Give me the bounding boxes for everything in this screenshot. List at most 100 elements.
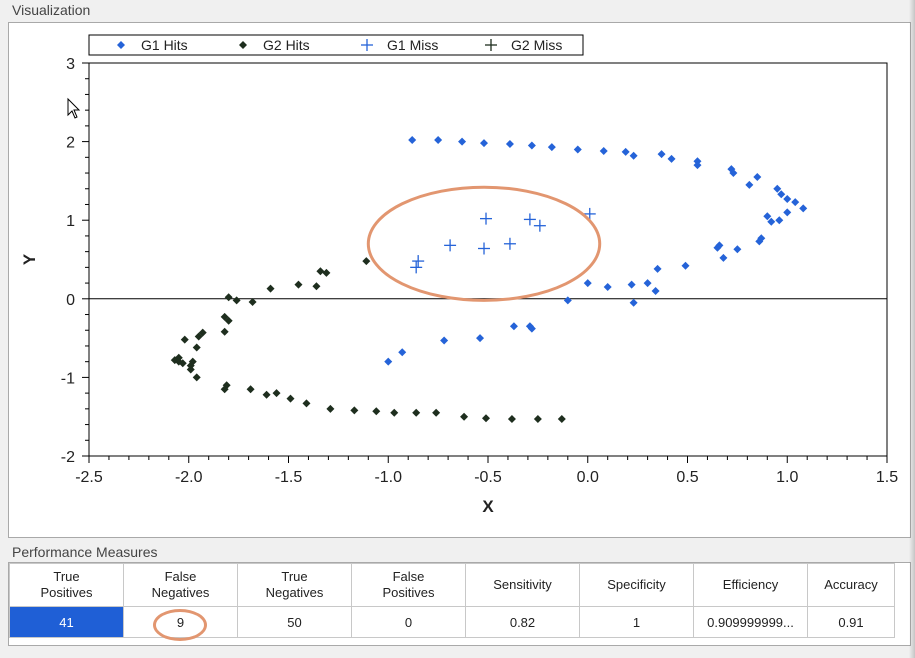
- cell-true-positives[interactable]: 41: [9, 606, 124, 638]
- g1-miss-point: [503, 237, 516, 250]
- g1-miss-point: [583, 207, 596, 220]
- cell-efficiency[interactable]: 0.909999999...: [693, 606, 808, 638]
- y-tick-label: 0: [66, 292, 75, 309]
- g2-hits-point: [432, 408, 441, 417]
- performance-grid-panel: True Positives False Negatives True Negativ…: [8, 562, 911, 646]
- performance-group-title: Performance Measures: [12, 544, 158, 560]
- g1-hits-point: [733, 245, 742, 254]
- g2-hits-point: [533, 415, 542, 424]
- g1-hits-point: [629, 298, 638, 307]
- g2-hits-point: [507, 415, 516, 424]
- g1-hits-point: [693, 161, 702, 170]
- g2-hits-point: [224, 293, 233, 302]
- g2-hits-point: [232, 296, 241, 305]
- y-tick-label: 1: [66, 213, 75, 230]
- g2-hits-point: [220, 385, 229, 394]
- g1-hits-point: [527, 141, 536, 150]
- g1-miss-point: [410, 261, 423, 274]
- y-axis-label: Y: [20, 253, 39, 265]
- g2-hits-point: [246, 385, 255, 394]
- g2-hits-point: [460, 412, 469, 421]
- cell-sensitivity[interactable]: 0.82: [465, 606, 580, 638]
- g1-miss-point: [444, 239, 457, 252]
- g2-hits-point: [372, 407, 381, 416]
- g2-hits-point: [266, 284, 275, 293]
- g2-hits-point: [316, 267, 325, 276]
- header-true-negatives[interactable]: True Negatives: [237, 563, 352, 607]
- g1-hits-point: [599, 147, 608, 156]
- g1-miss-point: [478, 242, 491, 255]
- legend-label: G2 Hits: [263, 37, 310, 53]
- legend-g1-hits-marker: [117, 41, 125, 49]
- header-sensitivity[interactable]: Sensitivity: [465, 563, 580, 607]
- legend-g2-miss-marker: [485, 39, 497, 51]
- g2-hits-point: [482, 414, 491, 423]
- g2-hits-point: [220, 327, 229, 336]
- g2-hits-point: [224, 316, 233, 325]
- g1-hits-point: [583, 279, 592, 288]
- g1-hits-point: [777, 190, 786, 199]
- g1-hits-point: [384, 357, 393, 366]
- header-specificity[interactable]: Specificity: [579, 563, 694, 607]
- g2-hits-point: [248, 297, 257, 306]
- grid-header-row: True Positives False Negatives True Negativ…: [9, 563, 895, 607]
- g1-miss-point: [412, 255, 425, 268]
- legend-g2-hits-marker: [239, 41, 247, 49]
- g1-hits-point: [525, 322, 534, 331]
- y-tick-label: 2: [66, 135, 75, 152]
- g1-hits-point: [398, 348, 407, 357]
- legend-box: [88, 34, 584, 56]
- header-false-positives[interactable]: False Positives: [351, 563, 466, 607]
- g1-hits-point: [651, 286, 660, 295]
- g1-hits-point: [791, 198, 800, 207]
- g1-hits-point: [745, 180, 754, 189]
- g1-hits-point: [408, 136, 417, 145]
- g1-hits-point: [657, 150, 666, 159]
- cell-false-negatives[interactable]: 9: [123, 606, 238, 638]
- x-tick-label: -0.5: [474, 469, 502, 486]
- visualization-panel: -2.5 -2.0 -1.5 -1.0 -0.5 0.0 0.5 1.0 1.5 3 2 1 0 -1 -2…: [8, 22, 911, 538]
- cell-true-negatives[interactable]: 50: [237, 606, 352, 638]
- misses-highlight-ellipse: [366, 185, 602, 302]
- g1-hits-point: [799, 204, 808, 213]
- g1-hits-point: [440, 336, 449, 345]
- g2-hits-point: [302, 399, 311, 408]
- header-efficiency[interactable]: Efficiency: [693, 563, 808, 607]
- g2-hits-point: [362, 257, 371, 266]
- g1-hits-point: [783, 208, 792, 217]
- g2-hits-point: [326, 404, 335, 413]
- y-tick-label: -2: [61, 449, 75, 466]
- header-accuracy[interactable]: Accuracy: [807, 563, 895, 607]
- plot-frame: [88, 62, 888, 457]
- g2-hits-point: [350, 406, 359, 415]
- g1-hits-point: [753, 172, 762, 181]
- g1-hits-point: [719, 253, 728, 262]
- g1-hits-point: [757, 234, 766, 243]
- header-true-positives[interactable]: True Positives: [9, 563, 124, 607]
- window-shadow-edge: [909, 0, 915, 658]
- g2-hits-point: [322, 268, 331, 277]
- g2-hits-point: [194, 332, 203, 341]
- legend-label: G2 Miss: [511, 37, 562, 53]
- grid-data-row[interactable]: 41 9 50 0 0.82 1 0.909999999... 0.91: [9, 606, 895, 638]
- g1-hits-point: [629, 151, 638, 160]
- g1-hits-point: [729, 169, 738, 178]
- g1-hits-point: [563, 296, 572, 305]
- header-false-negatives[interactable]: False Negatives: [123, 563, 238, 607]
- x-tick-label: 0.0: [577, 469, 599, 486]
- g1-hits-point: [627, 280, 636, 289]
- g1-hits-point: [773, 184, 782, 193]
- g1-hits-point: [775, 216, 784, 225]
- y-tick-label: 3: [66, 56, 75, 73]
- g1-hits-point: [458, 137, 467, 146]
- cell-specificity[interactable]: 1: [579, 606, 694, 638]
- x-tick-label: 1.0: [776, 469, 798, 486]
- g2-hits-point: [186, 365, 195, 374]
- visualization-group-title: Visualization: [12, 2, 91, 18]
- cell-false-positives[interactable]: 0: [351, 606, 466, 638]
- scatter-chart[interactable]: -2.5 -2.0 -1.5 -1.0 -0.5 0.0 0.5 1.0 1.5 3 2 1 0 -1 -2…: [9, 23, 910, 537]
- cell-accuracy[interactable]: 0.91: [807, 606, 895, 638]
- performance-grid[interactable]: True Positives False Negatives True Negativ…: [9, 563, 895, 638]
- g1-hits-point: [505, 139, 514, 148]
- g1-hits-point: [509, 322, 518, 331]
